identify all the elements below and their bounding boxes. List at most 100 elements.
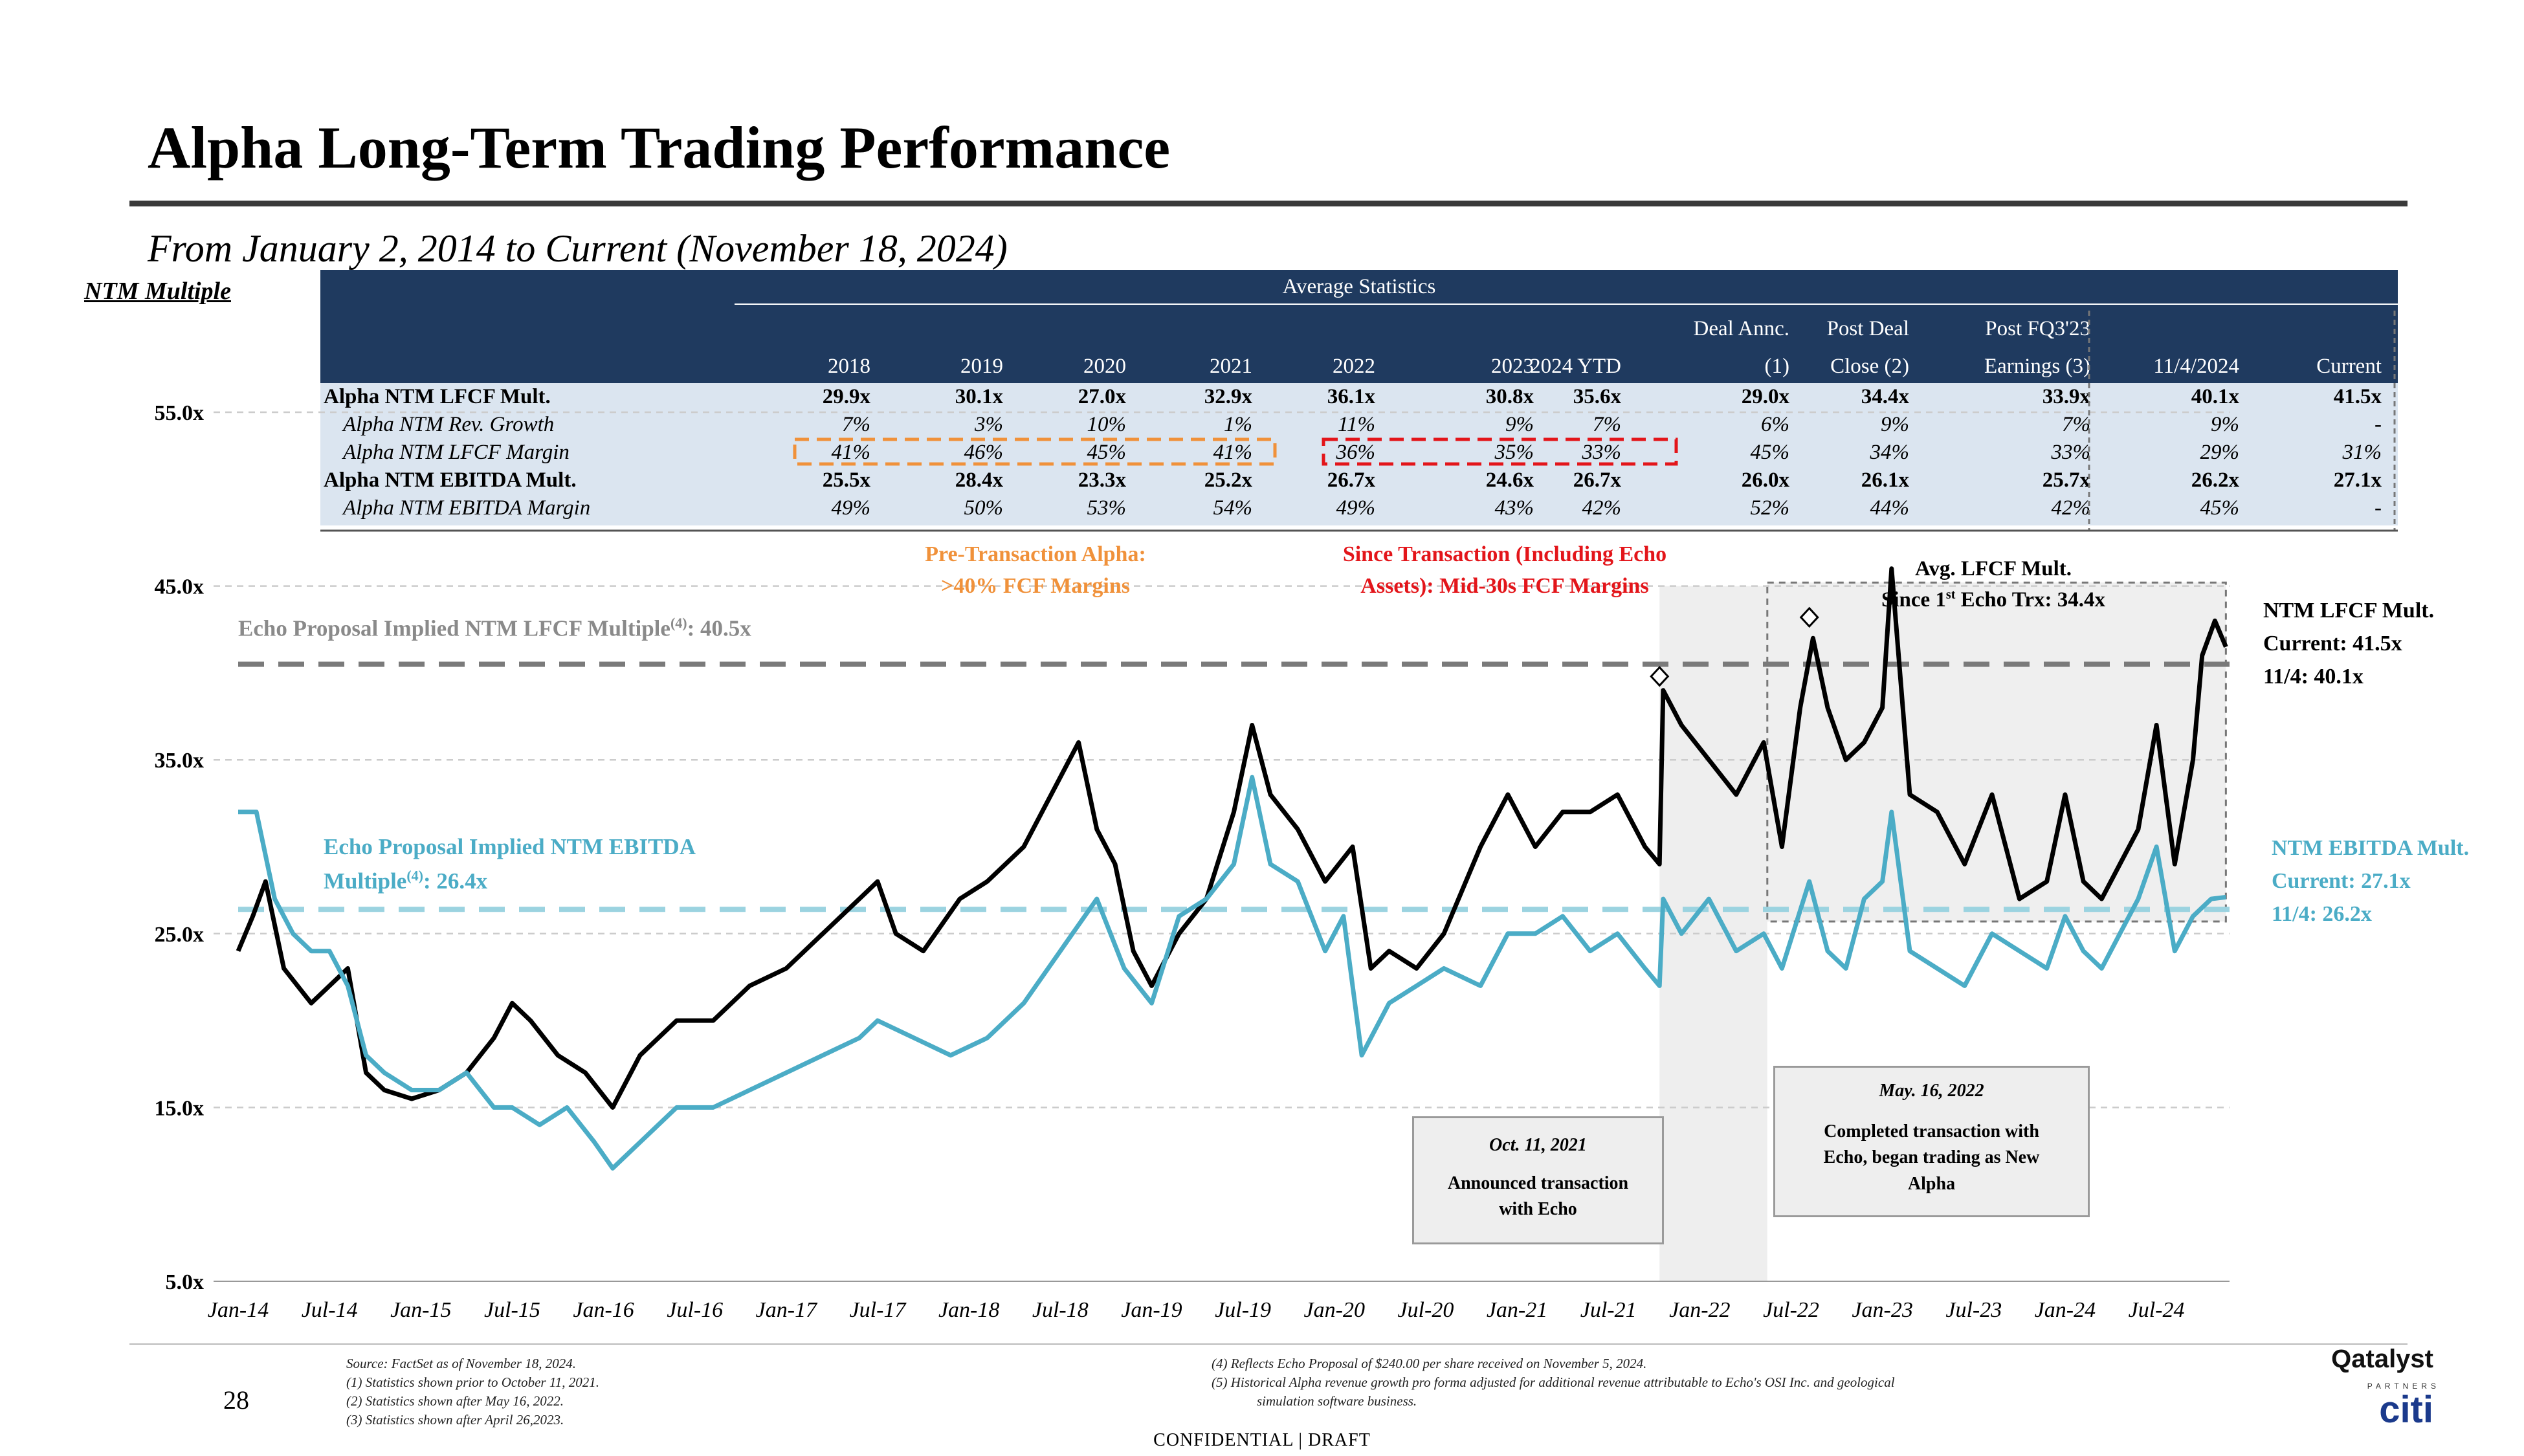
stats-cell: 11% xyxy=(1337,413,1375,436)
stats-row-label: Alpha NTM LFCF Mult. xyxy=(324,385,551,408)
stats-cell: 46% xyxy=(964,441,1004,464)
stats-cell: 44% xyxy=(1870,496,1910,520)
x-tick-label: Jul-17 xyxy=(850,1298,907,1322)
stats-cell: - xyxy=(2375,413,2382,436)
echo-ebitda-sup: (4) xyxy=(406,866,423,883)
stats-cell: 31% xyxy=(2342,441,2382,464)
ebitda-legend-line2: Current: 27.1x xyxy=(2272,869,2411,893)
stats-cell: 7% xyxy=(1593,413,1621,436)
stats-cell: 42% xyxy=(2051,496,2091,520)
pre-tx-line2: >40% FCF Margins xyxy=(941,574,1130,599)
stats-cell: 27.0x xyxy=(1078,385,1126,408)
stats-col-header: 2023 xyxy=(1491,355,1534,378)
footnote-2: (2) Statistics shown after May 16, 2022. xyxy=(346,1393,564,1409)
footnote-4: (4) Reflects Echo Proposal of $240.00 pe… xyxy=(1212,1356,1647,1371)
x-tick-label: Jan-18 xyxy=(938,1298,999,1322)
stats-col-header: Deal Annc. xyxy=(1693,317,1789,340)
y-tick-label: 35.0x xyxy=(155,749,205,773)
x-tick-label: Jul-18 xyxy=(1032,1298,1089,1322)
stats-col-header: 2020 xyxy=(1083,355,1126,378)
stats-row-label: Alpha NTM LFCF Margin xyxy=(343,441,570,464)
x-tick-label: Jul-20 xyxy=(1397,1298,1454,1322)
stats-cell: 49% xyxy=(831,496,871,520)
x-tick-label: Jan-23 xyxy=(1852,1298,1912,1322)
stats-cell: 53% xyxy=(1087,496,1127,520)
avg-lfcf-line2a: Since 1 xyxy=(1881,588,1946,612)
stats-cell: 26.1x xyxy=(1861,469,1909,492)
confidential-label: CONFIDENTIAL | DRAFT xyxy=(1153,1430,1371,1450)
footnote-3: (3) Statistics shown after April 26,2023… xyxy=(346,1412,564,1428)
y-tick-label: 15.0x xyxy=(155,1096,205,1120)
callout1-line2: with Echo xyxy=(1499,1199,1577,1220)
echo-ebitda-label: Echo Proposal Implied NTM EBITDA Multipl… xyxy=(324,830,696,898)
stats-cell: 25.5x xyxy=(822,469,870,492)
stats-cell: 26.0x xyxy=(1741,469,1789,492)
stats-cell: 34.4x xyxy=(1861,385,1909,408)
x-tick-label: Jan-21 xyxy=(1487,1298,1547,1322)
stats-col-header: Post FQ3'23 xyxy=(1985,317,2090,340)
stats-cell: 52% xyxy=(1750,496,1790,520)
stats-cell: 6% xyxy=(1761,413,1789,436)
page-number: 28 xyxy=(223,1385,249,1415)
stats-cell: 7% xyxy=(2062,413,2090,436)
stats-cell: 32.9x xyxy=(1204,385,1252,408)
echo-lfcf-sup: (4) xyxy=(670,615,687,631)
x-tick-label: Jan-16 xyxy=(573,1298,634,1322)
event-marker-icon xyxy=(1799,606,1819,628)
echo-ebitda-value: : 26.4x xyxy=(423,868,488,894)
x-tick-label: Jan-24 xyxy=(2035,1298,2096,1322)
post-transaction-note: Since Transaction (Including Echo Assets… xyxy=(1285,538,1725,602)
y-tick-label: 5.0x xyxy=(166,1270,205,1294)
x-tick-label: Jul-15 xyxy=(484,1298,540,1322)
stats-col-header: Current xyxy=(2316,355,2382,378)
post-tx-line2: Assets): Mid-30s FCF Margins xyxy=(1360,574,1649,599)
x-tick-label: Jul-14 xyxy=(302,1298,358,1322)
echo-lfcf-value: : 40.5x xyxy=(687,615,751,641)
footer-rule xyxy=(129,1343,2408,1345)
stats-cell: 26.7x xyxy=(1327,469,1375,492)
stats-cell: 43% xyxy=(1494,496,1534,520)
stats-cell: 33% xyxy=(1582,441,1622,464)
stats-col-header: 2022 xyxy=(1333,355,1375,378)
stats-cell: 45% xyxy=(2200,496,2240,520)
stats-col-header: 2024 YTD xyxy=(1530,355,1621,378)
avg-lfcf-region xyxy=(1766,581,2227,923)
avg-lfcf-line1: Avg. LFCF Mult. xyxy=(1915,557,2072,580)
avg-lfcf-note: Avg. LFCF Mult. Since 1st Echo Trx: 34.4… xyxy=(1864,554,2123,616)
ebitda-legend-line3: 11/4: 26.2x xyxy=(2272,902,2372,926)
stats-col-header: 2019 xyxy=(960,355,1003,378)
stats-cell: 35.6x xyxy=(1573,385,1621,408)
callout1-date: Oct. 11, 2021 xyxy=(1489,1135,1587,1155)
stats-banner: Average Statistics xyxy=(1282,275,1436,298)
callout2-date: May. 16, 2022 xyxy=(1879,1081,1984,1101)
completion-callout: May. 16, 2022 Completed transaction with… xyxy=(1773,1066,2090,1217)
banner-underline xyxy=(735,303,2398,305)
x-tick-label: Jan-22 xyxy=(1669,1298,1730,1322)
stats-col-header: 11/4/2024 xyxy=(2153,355,2239,378)
stats-cell: 7% xyxy=(842,413,870,436)
stats-cell: 45% xyxy=(1087,441,1127,464)
stats-cell: 36.1x xyxy=(1327,385,1375,408)
stats-cell: 34% xyxy=(1870,441,1910,464)
x-tick-label: Jul-19 xyxy=(1215,1298,1271,1322)
footnote-1: (1) Statistics shown prior to October 11… xyxy=(346,1374,600,1390)
x-tick-label: Jan-19 xyxy=(1121,1298,1182,1322)
x-tick-label: Jul-16 xyxy=(667,1298,723,1322)
stats-cell: 50% xyxy=(964,496,1004,520)
stats-cell: - xyxy=(2375,496,2382,520)
lfcf-current-legend: NTM LFCF Mult. Current: 41.5x 11/4: 40.1… xyxy=(2263,594,2434,693)
echo-lfcf-label: Echo Proposal Implied NTM LFCF Multiple(… xyxy=(238,615,751,642)
stats-cell: 1% xyxy=(1224,413,1252,436)
y-tick-label: 25.0x xyxy=(155,923,205,947)
stats-cell: 45% xyxy=(1750,441,1790,464)
ebitda-series-line xyxy=(238,775,2226,1171)
avg-lfcf-sup: st xyxy=(1945,587,1956,602)
stats-cell: 36% xyxy=(1336,441,1376,464)
stats-cell: 41% xyxy=(1213,441,1253,464)
stats-col-header: 2018 xyxy=(828,355,870,378)
x-tick-label: Jul-23 xyxy=(1945,1298,2002,1322)
stats-cell: 42% xyxy=(1582,496,1622,520)
callout2-line1: Completed transaction with xyxy=(1824,1121,2039,1142)
post-tx-margin-highlight xyxy=(1322,437,1678,466)
transaction-period-shade xyxy=(1659,586,1767,1281)
